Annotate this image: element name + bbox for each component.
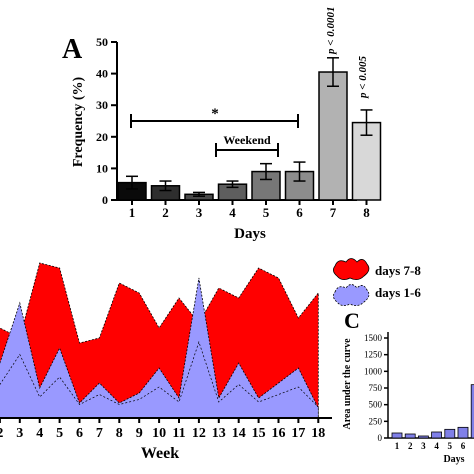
panel-b-x-ticks: 23456789 10 11 12 13 14 15 16 17 18	[0, 418, 325, 441]
panel-a-y-tick-label: 20	[96, 130, 108, 144]
panel-b-x-tick-label: 10	[152, 426, 166, 441]
panel-c-x-label: Days	[443, 454, 464, 465]
panel-c-y-tick-label: 250	[369, 416, 383, 426]
panel-a-y-tick-label: 0	[102, 193, 108, 207]
panel-b-x-tick-label: 7	[96, 426, 103, 441]
panel-a-y-tick-label: 50	[96, 35, 108, 49]
panel-b-x-tick-label: 13	[212, 426, 226, 441]
panel-b-x-tick-label: 11	[172, 426, 185, 441]
panel-c-bar-day-4	[431, 431, 443, 439]
panel-c-bar-day-7	[470, 384, 474, 439]
panel-b: 23456789101112131415161718 Week days 7-8…	[0, 258, 421, 462]
panel-b-area-days-1-6	[0, 277, 319, 419]
panel-b-x-tick-label: 17	[291, 426, 305, 441]
panel-a-x-tick-label: 7	[330, 205, 337, 220]
panel-c-x-tick-label: 4	[434, 441, 439, 451]
panel-a-x-tick-label: 1	[129, 205, 136, 220]
panel-c-bar-day-5	[444, 428, 456, 439]
panel-a-bar-day-7	[318, 71, 348, 201]
panel-a-y-label: Frequency (%)	[71, 76, 86, 167]
panel-c-bar-day-2	[404, 433, 416, 439]
panel-a-x-tick-label: 8	[363, 205, 370, 220]
significance-star: *	[211, 106, 219, 122]
panel-c-y-tick-label: 500	[369, 400, 383, 410]
weekend-label: Weekend	[223, 133, 271, 147]
panel-c-x-tick-label: 6	[461, 441, 466, 451]
panel-b-x-label: Week	[141, 445, 179, 462]
panel-b-x-tick-label: 16	[272, 426, 286, 441]
panel-c-x-tick-label: 5	[448, 441, 453, 451]
panel-c-letter: C	[344, 308, 360, 333]
panel-a-bars	[117, 57, 382, 201]
panel-b-areas	[0, 262, 319, 419]
panel-b-x-tick-label: 15	[252, 426, 266, 441]
panel-c-y-ticks: 0 250 500 750 1000 1250 1500	[364, 333, 388, 443]
panel-a-x-tick-label: 6	[296, 205, 303, 220]
legend-swatch-days-7-8	[333, 258, 370, 280]
panel-c-y-tick-label: 0	[378, 433, 383, 443]
panel-b-x-tick-label: 9	[136, 426, 143, 441]
panel-a-y-tick-label: 40	[96, 67, 108, 81]
panel-a-y-tick-label: 30	[96, 98, 108, 112]
panel-c-y-tick-label: 1500	[364, 333, 383, 343]
panel-b-legend: days 7-8 days 1-6	[333, 258, 421, 306]
significance-bracket	[130, 114, 299, 128]
panel-b-x-tick-label: 12	[192, 426, 206, 441]
panel-a-x-tick-label: 5	[263, 205, 270, 220]
panel-c-y-tick-label: 1000	[364, 366, 383, 376]
panel-c: C Area under the curve 02505007501000125…	[342, 308, 474, 465]
panel-c-bar-day-3	[417, 435, 429, 439]
legend-label-days-7-8: days 7-8	[375, 263, 421, 278]
panel-b-overlap-line	[0, 340, 319, 408]
panel-b-x-tick-label: 6	[76, 426, 83, 441]
panel-a: A 0 10 20 30 40 50 1 2 3 4 5 6 7 8 Frequency (%) Day…	[62, 6, 382, 242]
panel-c-bar-day-1	[391, 432, 403, 439]
p-value-day-8: p < 0.005	[357, 55, 369, 99]
panel-b-x-tick-label: 3	[16, 426, 23, 441]
panel-b-x-tick-label: 5	[56, 426, 63, 441]
panel-a-letter: A	[62, 34, 83, 65]
panel-a-x-ticks: 1 2 3 4 5 6 7 8	[129, 200, 370, 220]
panel-b-x-tick-label: 4	[36, 426, 43, 441]
panel-c-x-tick-label: 2	[408, 441, 413, 451]
weekend-bracket	[215, 143, 279, 157]
legend-swatch-days-1-6	[333, 284, 370, 306]
panel-a-x-tick-label: 3	[196, 205, 203, 220]
panel-b-x-tick-label: 18	[311, 426, 325, 441]
panel-c-x-tick-label: 1	[395, 441, 400, 451]
legend-label-days-1-6: days 1-6	[375, 285, 421, 300]
p-value-day-7: p < 0.0001	[325, 6, 337, 55]
panel-c-y-tick-label: 1250	[364, 350, 383, 360]
panel-c-bars	[391, 384, 474, 439]
panel-a-y-ticks: 0 10 20 30 40 50	[96, 35, 117, 207]
panel-a-x-tick-label: 2	[162, 205, 169, 220]
panel-b-x-tick-label: 14	[232, 426, 246, 441]
panel-c-bar-day-6	[457, 426, 469, 439]
panel-b-x-tick-label: 8	[116, 426, 123, 441]
panel-a-x-label: Days	[234, 226, 266, 242]
panel-a-y-tick-label: 10	[96, 161, 108, 175]
panel-b-x-tick-label: 2	[0, 426, 3, 441]
panel-a-x-tick-label: 4	[229, 205, 236, 220]
panel-c-y-label: Area under the curve	[342, 338, 353, 430]
panel-c-y-tick-label: 750	[369, 383, 383, 393]
panel-c-x-tick-label: 3	[421, 441, 426, 451]
